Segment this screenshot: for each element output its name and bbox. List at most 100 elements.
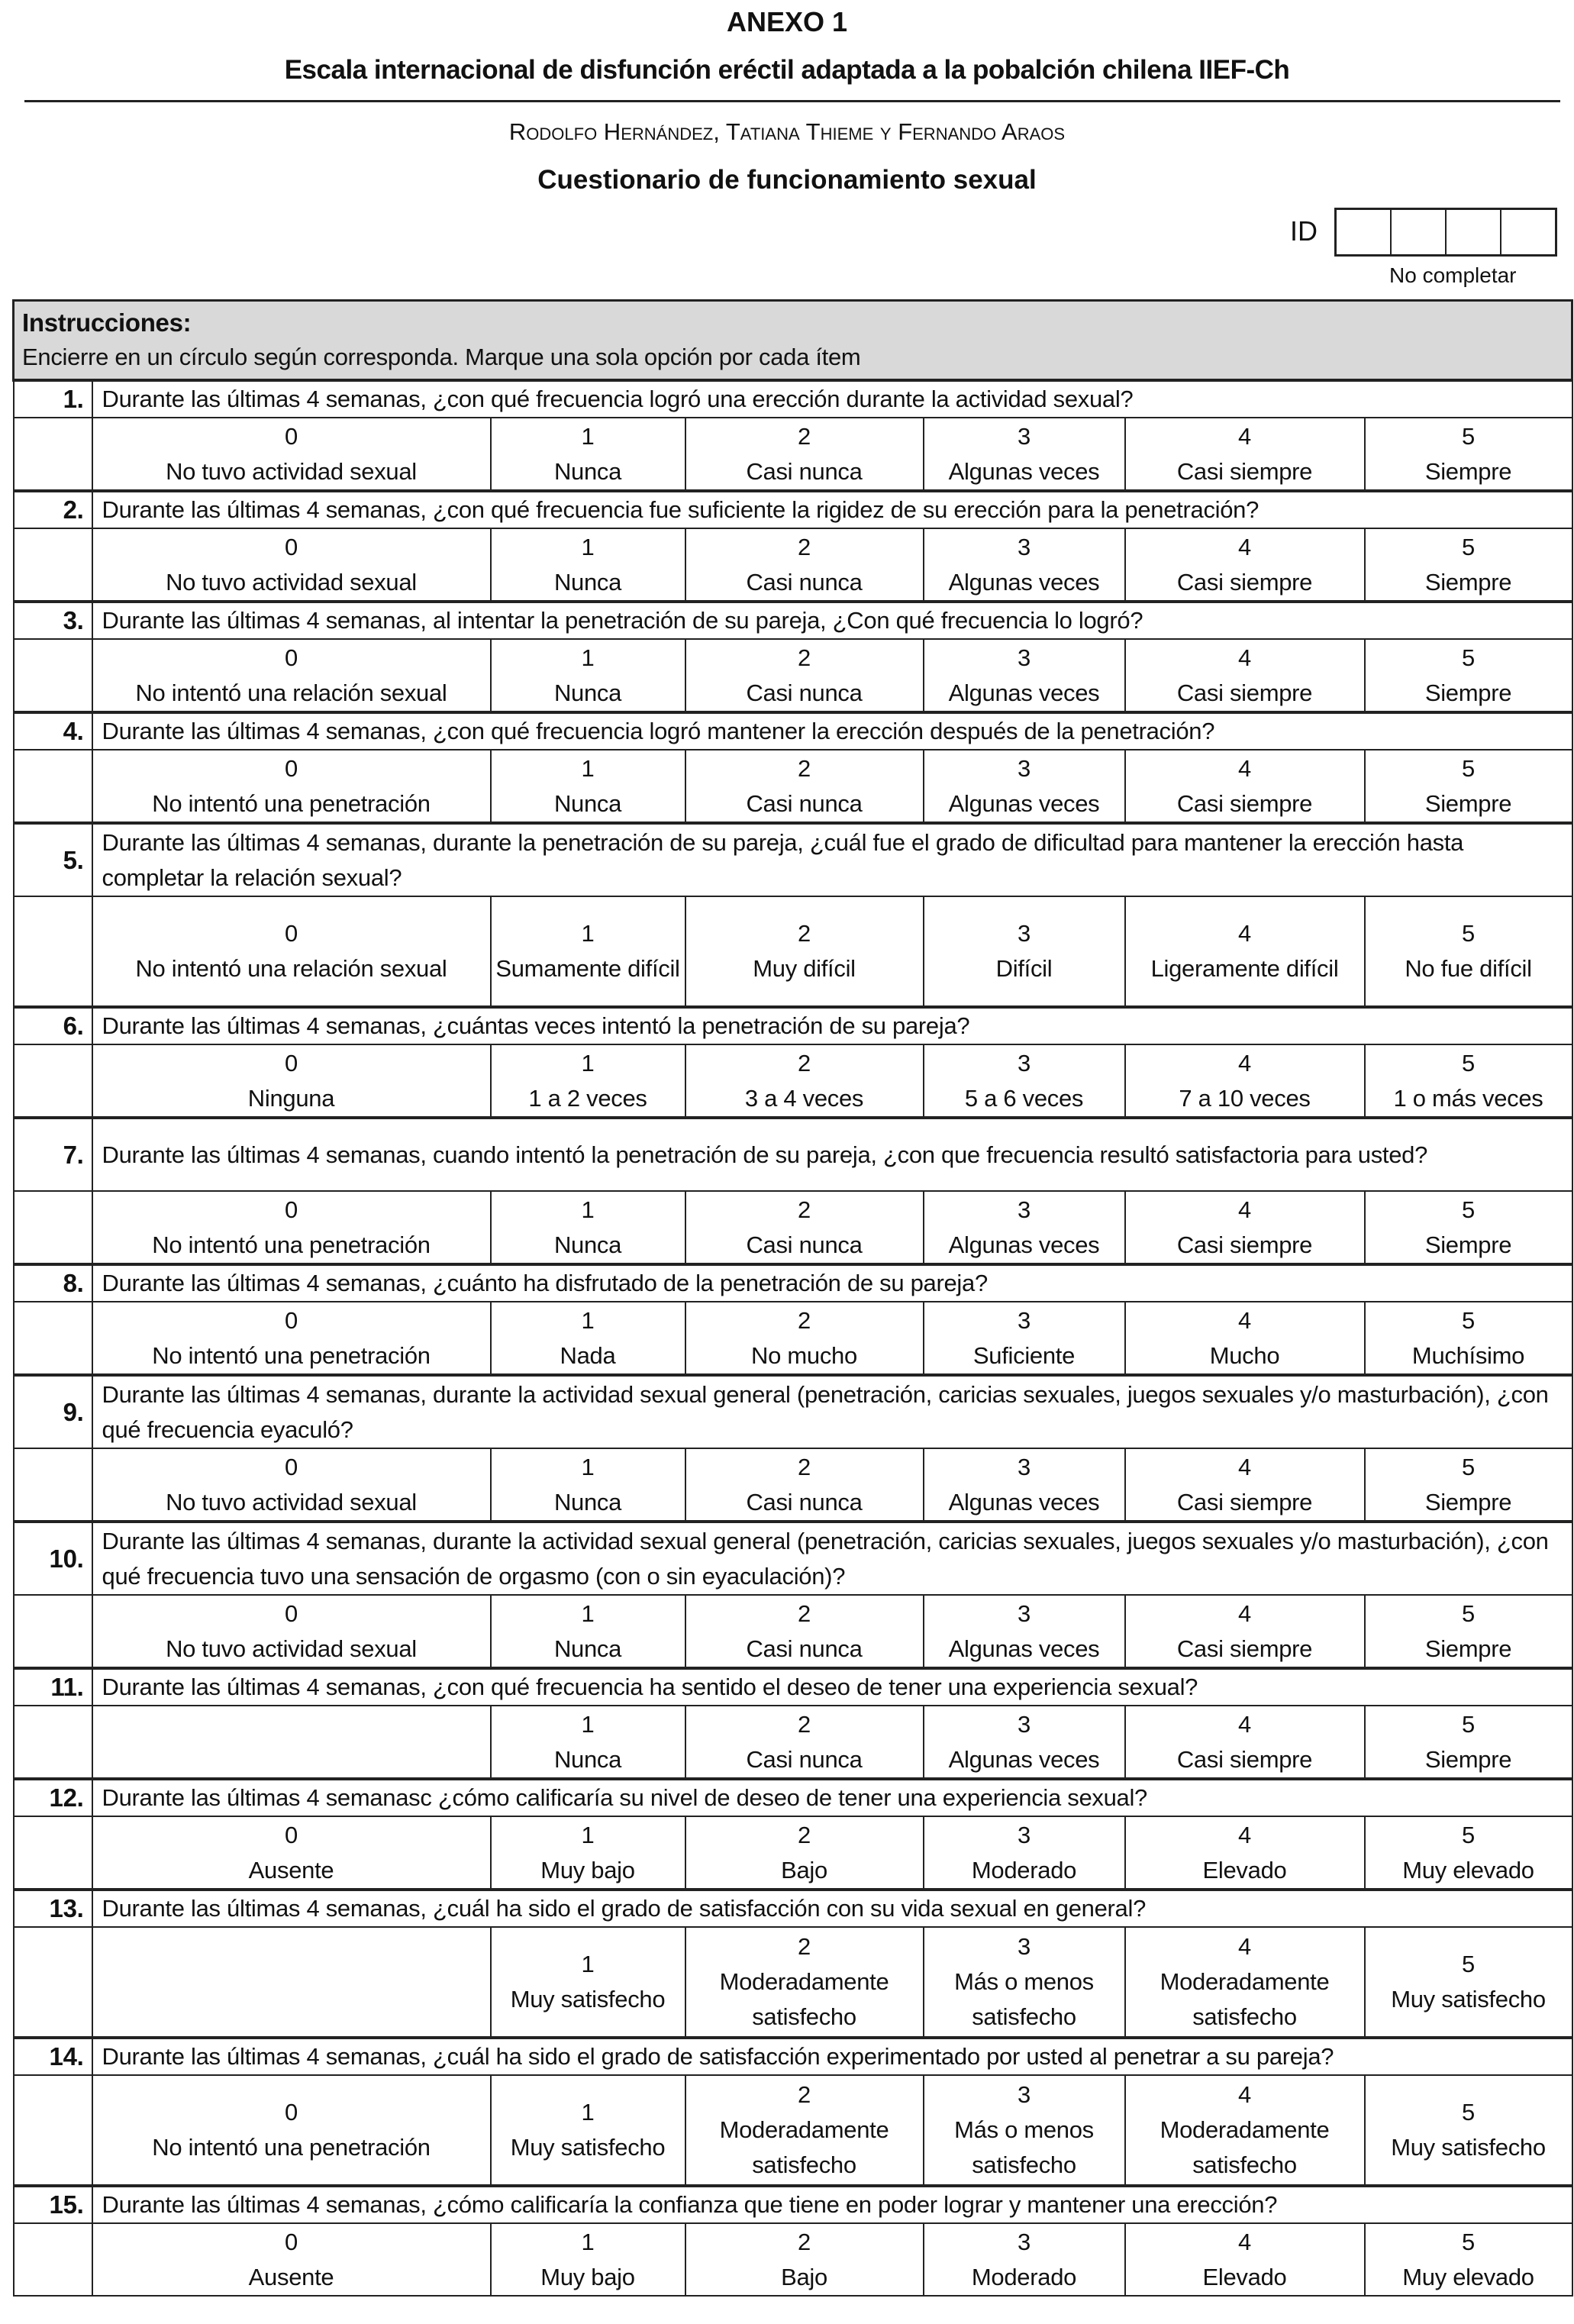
option-cell[interactable]: 5 Siempre	[1363, 1705, 1573, 1780]
option-cell[interactable]: 5 Muy satisfecho	[1363, 2074, 1573, 2187]
blank-cell	[12, 1816, 93, 1890]
option-cell[interactable]: 0 No intentó una penetración	[91, 1301, 492, 1376]
option-cell[interactable]: 3 Moderado	[922, 1816, 1126, 1890]
option-cell[interactable]: 2 Casi nunca	[684, 638, 924, 713]
option-cell[interactable]: 4 Casi siempre	[1124, 1594, 1366, 1669]
option-cell[interactable]: 3 Más o menos satisfecho	[922, 1926, 1126, 2038]
option-cell[interactable]: 1 Nunca	[489, 1190, 686, 1265]
option-cell[interactable]: 4 Casi siempre	[1124, 417, 1366, 492]
option-value: 4	[1238, 1821, 1251, 1848]
option-cell[interactable]: 4 Ligeramente difícil	[1124, 896, 1366, 1008]
option-cell[interactable]: 5 Siempre	[1363, 528, 1573, 602]
option-cell[interactable]: 2 3 a 4 veces	[684, 1044, 924, 1118]
option-cell[interactable]: 5 1 o más veces	[1363, 1044, 1573, 1118]
option-cell[interactable]: 0 No tuvo actividad sexual	[91, 417, 492, 492]
id-box[interactable]	[1337, 210, 1390, 254]
id-box[interactable]	[1500, 210, 1555, 254]
option-cell[interactable]: 2 Moderadamente satisfecho	[684, 2074, 924, 2187]
option-cell[interactable]: 0 Ausente	[91, 1816, 492, 1890]
option-cell[interactable]: 4 Casi siempre	[1124, 528, 1366, 602]
option-cell[interactable]: 4 Elevado	[1124, 1816, 1366, 1890]
option-cell[interactable]: 1 Nunca	[489, 1705, 686, 1780]
option-cell[interactable]: 2 Moderadamente satisfecho	[684, 1926, 924, 2038]
option-cell[interactable]: 2 Casi nunca	[684, 749, 924, 824]
option-cell[interactable]: 3 Algunas veces	[922, 1448, 1126, 1522]
option-cell[interactable]: 4 Mucho	[1124, 1301, 1366, 1376]
option-cell[interactable]: 0 No tuvo actividad sexual	[91, 1594, 492, 1669]
option-cell[interactable]: 3 Difícil	[922, 896, 1126, 1008]
option-cell[interactable]: 2 Casi nunca	[684, 1190, 924, 1265]
option-cell[interactable]: 5 Siempre	[1363, 1448, 1573, 1522]
option-label: Siempre	[1424, 1231, 1512, 1258]
option-cell[interactable]: 3 Algunas veces	[922, 528, 1126, 602]
option-value: 5	[1462, 1049, 1475, 1076]
option-cell[interactable]: 5 No fue difícil	[1363, 896, 1573, 1008]
option-cell[interactable]: 0 Ninguna	[91, 1044, 492, 1118]
option-cell[interactable]: 3 Algunas veces	[922, 417, 1126, 492]
option-cell[interactable]: 3 Algunas veces	[922, 638, 1126, 713]
option-cell[interactable]: 1 Nunca	[489, 1448, 686, 1522]
option-cell[interactable]: 3 Algunas veces	[922, 1594, 1126, 1669]
option-cell[interactable]: 0 No tuvo actividad sexual	[91, 1448, 492, 1522]
option-cell[interactable]: 2 No mucho	[684, 1301, 924, 1376]
option-cell[interactable]: 1 Nunca	[489, 638, 686, 713]
option-cell[interactable]: 3 Moderado	[922, 2222, 1126, 2297]
question-number: 3.	[12, 600, 93, 640]
option-cell[interactable]: 3 Algunas veces	[922, 1705, 1126, 1780]
option-cell[interactable]: 5 Muy satisfecho	[1363, 1926, 1573, 2038]
option-cell[interactable]: 3 Más o menos satisfecho	[922, 2074, 1126, 2187]
option-label: Casi nunca	[746, 1231, 863, 1258]
option-cell[interactable]: 1 Muy bajo	[489, 2222, 686, 2297]
option-cell[interactable]: 0 No intentó una penetración	[91, 2074, 492, 2187]
option-cell[interactable]: 1 Muy bajo	[489, 1816, 686, 1890]
option-cell[interactable]: 2 Casi nunca	[684, 417, 924, 492]
option-cell[interactable]: 3 5 a 6 veces	[922, 1044, 1126, 1118]
option-label: Siempre	[1424, 457, 1512, 485]
option-cell[interactable]: 1 Nunca	[489, 749, 686, 824]
option-cell[interactable]: 4 Moderadamente satisfecho	[1124, 2074, 1366, 2187]
option-cell[interactable]: 3 Algunas veces	[922, 749, 1126, 824]
id-box[interactable]	[1445, 210, 1500, 254]
option-cell[interactable]: 2 Casi nunca	[684, 1705, 924, 1780]
option-cell[interactable]: 2 Casi nunca	[684, 528, 924, 602]
option-cell[interactable]: 0 No tuvo actividad sexual	[91, 528, 492, 602]
id-box[interactable]	[1390, 210, 1445, 254]
option-cell[interactable]: 4 Casi siempre	[1124, 638, 1366, 713]
option-value: 0	[285, 920, 298, 947]
option-cell[interactable]: 1 Nada	[489, 1301, 686, 1376]
option-cell[interactable]: 5 Siempre	[1363, 749, 1573, 824]
option-cell[interactable]: 0 No intentó una relación sexual	[91, 638, 492, 713]
option-cell[interactable]: 4 Casi siempre	[1124, 749, 1366, 824]
option-cell[interactable]: 3 Suficiente	[922, 1301, 1126, 1376]
option-cell[interactable]: 1 Nunca	[489, 417, 686, 492]
option-cell[interactable]: 5 Muchísimo	[1363, 1301, 1573, 1376]
option-cell[interactable]: 0 No intentó una penetración	[91, 749, 492, 824]
option-cell[interactable]: 1 Muy satisfecho	[489, 1926, 686, 2038]
option-cell[interactable]: 2 Bajo	[684, 1816, 924, 1890]
option-cell[interactable]: 5 Siempre	[1363, 638, 1573, 713]
option-cell[interactable]: 1 Sumamente difícil	[489, 896, 686, 1008]
option-cell[interactable]: 4 Moderadamente satisfecho	[1124, 1926, 1366, 2038]
option-cell[interactable]: 2 Casi nunca	[684, 1448, 924, 1522]
option-cell[interactable]: 0 No intentó una relación sexual	[91, 896, 492, 1008]
option-cell[interactable]: 4 7 a 10 veces	[1124, 1044, 1366, 1118]
option-cell[interactable]: 4 Casi siempre	[1124, 1190, 1366, 1265]
option-cell[interactable]: 2 Muy difícil	[684, 896, 924, 1008]
option-cell[interactable]: 1 1 a 2 veces	[489, 1044, 686, 1118]
option-cell[interactable]: 4 Casi siempre	[1124, 1705, 1366, 1780]
option-cell[interactable]: 1 Muy satisfecho	[489, 2074, 686, 2187]
option-cell[interactable]: 5 Muy elevado	[1363, 1816, 1573, 1890]
option-cell[interactable]: 3 Algunas veces	[922, 1190, 1126, 1265]
option-cell[interactable]: 5 Siempre	[1363, 417, 1573, 492]
option-cell[interactable]: 1 Nunca	[489, 528, 686, 602]
option-cell[interactable]: 1 Nunca	[489, 1594, 686, 1669]
option-cell[interactable]: 2 Casi nunca	[684, 1594, 924, 1669]
option-cell[interactable]: 4 Casi siempre	[1124, 1448, 1366, 1522]
option-cell[interactable]: 5 Siempre	[1363, 1594, 1573, 1669]
option-cell[interactable]: 4 Elevado	[1124, 2222, 1366, 2297]
option-cell[interactable]: 5 Muy elevado	[1363, 2222, 1573, 2297]
option-cell[interactable]: 2 Bajo	[684, 2222, 924, 2297]
option-cell[interactable]: 0 Ausente	[91, 2222, 492, 2297]
option-cell[interactable]: 5 Siempre	[1363, 1190, 1573, 1265]
option-cell[interactable]: 0 No intentó una penetración	[91, 1190, 492, 1265]
